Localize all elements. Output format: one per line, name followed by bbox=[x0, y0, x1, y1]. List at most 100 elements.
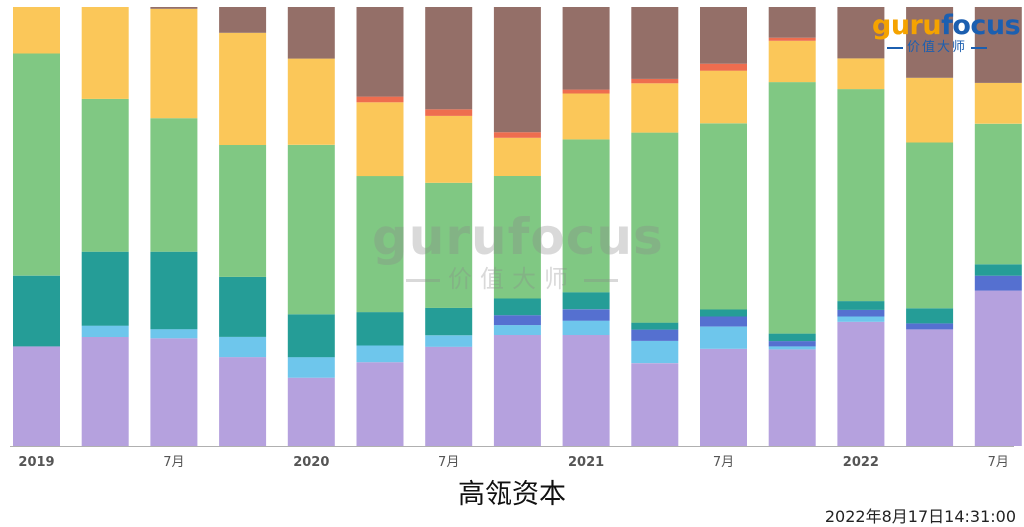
bar-9-segment-0 bbox=[631, 363, 679, 446]
bar-4-segment-1 bbox=[287, 357, 335, 378]
bar-12-segment-0 bbox=[837, 321, 885, 446]
bar-10-segment-2 bbox=[700, 316, 747, 327]
bar-10-segment-0 bbox=[700, 348, 747, 446]
x-tick-label: 7月 bbox=[713, 455, 734, 470]
x-tick-label: 7月 bbox=[988, 455, 1009, 470]
bar-10-segment-3 bbox=[700, 309, 747, 317]
bar-7-segment-3 bbox=[493, 298, 541, 316]
bar-8-segment-3 bbox=[562, 292, 610, 310]
bar-0-segment-4 bbox=[13, 53, 60, 276]
bar-10-segment-1 bbox=[700, 326, 747, 349]
bar-8-segment-5 bbox=[562, 93, 610, 140]
bar-6-segment-5 bbox=[425, 115, 473, 183]
bar-11-segment-3 bbox=[768, 333, 816, 342]
bar-4-segment-3 bbox=[287, 314, 335, 358]
bar-7-segment-0 bbox=[493, 335, 541, 446]
bar-8-segment-7 bbox=[562, 7, 610, 90]
bar-4-segment-7 bbox=[287, 7, 335, 59]
bar-14-segment-3 bbox=[974, 264, 1022, 276]
bar-9-segment-7 bbox=[631, 7, 679, 79]
bars-layer bbox=[13, 7, 1022, 446]
bar-13-segment-5 bbox=[906, 77, 954, 143]
bar-4-segment-0 bbox=[287, 377, 335, 446]
bar-7-segment-6 bbox=[493, 132, 541, 138]
x-tick-label: 2020 bbox=[293, 455, 329, 470]
bar-11-segment-2 bbox=[768, 341, 816, 347]
bar-1-segment-1 bbox=[81, 325, 129, 337]
bar-10-segment-5 bbox=[700, 70, 747, 124]
x-tick-label: 7月 bbox=[163, 455, 184, 470]
bar-5-segment-4 bbox=[356, 176, 404, 313]
bar-12-segment-2 bbox=[837, 309, 885, 317]
bar-3-segment-3 bbox=[219, 276, 267, 337]
bar-9-segment-6 bbox=[631, 78, 679, 84]
bar-5-segment-5 bbox=[356, 102, 404, 177]
gurufocus-logo: gurufocus 价值大师 bbox=[872, 10, 1021, 56]
bar-11-segment-1 bbox=[768, 346, 816, 350]
bar-6-segment-4 bbox=[425, 182, 473, 308]
bar-8-segment-4 bbox=[562, 139, 610, 293]
chart-timestamp: 2022年8月17日14:31:00 bbox=[824, 507, 1016, 526]
bar-9-segment-3 bbox=[631, 322, 679, 330]
bar-11-segment-4 bbox=[768, 82, 816, 334]
bar-4-segment-4 bbox=[287, 144, 335, 315]
bar-2-segment-7 bbox=[150, 7, 198, 9]
x-tick-label: 2022 bbox=[843, 455, 879, 470]
bar-7-segment-4 bbox=[493, 175, 541, 299]
bar-11-segment-6 bbox=[768, 37, 816, 41]
bar-9-segment-5 bbox=[631, 83, 679, 133]
bar-0-segment-0 bbox=[13, 346, 60, 446]
bar-4-segment-5 bbox=[287, 58, 335, 145]
bar-5-segment-0 bbox=[356, 362, 404, 446]
bar-8-segment-6 bbox=[562, 89, 610, 94]
bar-13-segment-3 bbox=[906, 308, 954, 324]
bar-12-segment-5 bbox=[837, 58, 885, 90]
bar-10-segment-4 bbox=[700, 123, 747, 310]
bar-12-segment-1 bbox=[837, 316, 885, 322]
bar-1-segment-0 bbox=[81, 337, 129, 446]
bar-2-segment-5 bbox=[150, 8, 198, 119]
bar-14-segment-0 bbox=[974, 290, 1022, 446]
bar-2-segment-4 bbox=[150, 118, 198, 252]
bar-13-segment-4 bbox=[906, 142, 954, 309]
bar-0-segment-3 bbox=[13, 275, 60, 347]
x-axis-labels: 2019 7月 2020 7月 2021 7月 2022 7月 bbox=[18, 455, 1009, 470]
bar-14-segment-5 bbox=[974, 82, 1022, 124]
stacked-bar-chart: 2019 7月 2020 7月 2021 7月 2022 7月 bbox=[10, 7, 1022, 470]
bar-3-segment-7 bbox=[219, 7, 267, 33]
bar-12-segment-3 bbox=[837, 301, 885, 310]
bar-14-segment-2 bbox=[974, 275, 1022, 291]
bar-6-segment-0 bbox=[425, 346, 473, 446]
bar-2-segment-0 bbox=[150, 338, 198, 446]
bar-7-segment-2 bbox=[493, 315, 541, 326]
bar-5-segment-7 bbox=[356, 7, 404, 97]
bar-5-segment-1 bbox=[356, 345, 404, 363]
bar-9-segment-1 bbox=[631, 340, 679, 364]
bar-7-segment-5 bbox=[493, 137, 541, 176]
bar-7-segment-1 bbox=[493, 325, 541, 335]
bar-10-segment-6 bbox=[700, 63, 747, 71]
bar-8-segment-2 bbox=[562, 309, 610, 321]
logo-word-part1: guru bbox=[872, 10, 942, 41]
bar-12-segment-4 bbox=[837, 89, 885, 302]
bar-13-segment-2 bbox=[906, 323, 954, 330]
x-tick-label: 2019 bbox=[18, 455, 54, 470]
bar-8-segment-1 bbox=[562, 320, 610, 335]
bar-3-segment-4 bbox=[219, 145, 267, 277]
bar-11-segment-7 bbox=[768, 7, 816, 38]
bar-7-segment-7 bbox=[493, 7, 541, 133]
logo-sub: 价值大师 bbox=[872, 40, 1002, 56]
bar-6-segment-6 bbox=[425, 109, 473, 116]
bar-5-segment-6 bbox=[356, 96, 404, 103]
bar-3-segment-1 bbox=[219, 336, 267, 358]
bar-1-segment-5 bbox=[81, 7, 129, 99]
logo-word: gurufocus bbox=[872, 10, 1021, 41]
bar-9-segment-2 bbox=[631, 329, 679, 341]
bar-3-segment-0 bbox=[219, 357, 267, 446]
bar-9-segment-4 bbox=[631, 132, 679, 323]
bar-6-segment-1 bbox=[425, 335, 473, 347]
bar-1-segment-4 bbox=[81, 98, 129, 252]
x-tick-label: 2021 bbox=[568, 455, 604, 470]
bar-10-segment-7 bbox=[700, 7, 747, 64]
